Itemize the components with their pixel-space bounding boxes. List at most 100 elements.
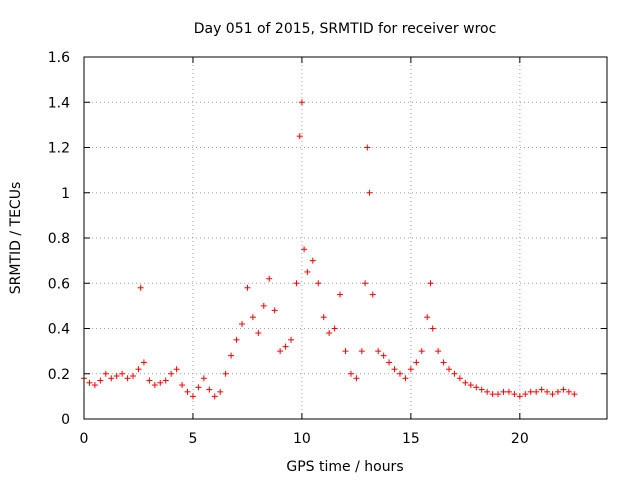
data-point — [113, 373, 120, 380]
data-point — [255, 330, 262, 337]
data-point — [358, 348, 365, 355]
data-point — [396, 370, 403, 377]
data-point — [102, 370, 109, 377]
data-point — [522, 391, 529, 398]
data-point — [86, 379, 93, 386]
data-point — [331, 325, 338, 332]
data-point — [402, 375, 409, 382]
data-point — [162, 377, 169, 384]
data-point — [424, 314, 431, 321]
data-point — [342, 348, 349, 355]
data-point — [353, 375, 360, 382]
y-tick-label: 0 — [61, 412, 70, 428]
data-point — [362, 280, 369, 287]
data-point — [168, 370, 175, 377]
data-point — [364, 144, 371, 151]
data-point — [244, 284, 251, 291]
data-point — [386, 359, 393, 366]
data-point — [157, 379, 164, 386]
y-tick-label: 1.4 — [48, 95, 70, 111]
data-point — [271, 307, 278, 314]
data-point — [511, 391, 518, 398]
grid-lines — [84, 57, 607, 419]
x-axis-label: GPS time / hours — [286, 459, 403, 475]
data-point — [549, 391, 556, 398]
data-point — [320, 314, 327, 321]
data-point — [407, 366, 414, 373]
data-point — [366, 189, 373, 196]
data-point — [249, 314, 256, 321]
data-point — [184, 388, 191, 395]
y-tick-label: 1.6 — [48, 50, 70, 66]
data-point — [97, 377, 104, 384]
data-point — [135, 366, 142, 373]
data-point — [413, 359, 420, 366]
data-point — [560, 386, 567, 393]
data-point — [260, 302, 267, 309]
data-point — [527, 388, 534, 395]
data-point — [500, 388, 507, 395]
data-point — [137, 284, 144, 291]
data-point — [418, 348, 425, 355]
data-point — [429, 325, 436, 332]
data-point — [478, 386, 485, 393]
data-point — [505, 388, 512, 395]
data-point — [119, 370, 126, 377]
data-point — [427, 280, 434, 287]
data-point — [288, 336, 295, 343]
data-point — [124, 375, 131, 382]
x-tick-label: 0 — [80, 431, 89, 447]
data-point — [347, 370, 354, 377]
y-tick-label: 0.2 — [48, 367, 70, 383]
data-point — [456, 375, 463, 382]
data-point — [462, 379, 469, 386]
chart-title: Day 051 of 2015, SRMTID for receiver wro… — [194, 21, 497, 37]
data-point — [337, 291, 344, 298]
x-tick-label: 20 — [511, 431, 529, 447]
data-point — [151, 382, 158, 389]
data-point — [473, 384, 480, 391]
y-tick-label: 1.2 — [48, 141, 70, 157]
data-point — [200, 375, 207, 382]
data-point — [222, 370, 229, 377]
data-point — [309, 257, 316, 264]
data-point — [146, 377, 153, 384]
y-axis-label: SRMTID / TECUs — [8, 182, 24, 295]
data-point — [435, 348, 442, 355]
data-point — [266, 275, 273, 282]
x-tick-label: 5 — [188, 431, 197, 447]
data-point — [391, 366, 398, 373]
y-tick-label: 0.8 — [48, 231, 70, 247]
data-point — [296, 133, 303, 140]
data-point — [233, 336, 240, 343]
data-point — [533, 388, 540, 395]
data-point — [282, 343, 289, 350]
data-point — [315, 280, 322, 287]
data-point — [495, 391, 502, 398]
data-point — [565, 388, 572, 395]
data-point — [206, 386, 213, 393]
data-point — [369, 291, 376, 298]
data-point — [375, 348, 382, 355]
data-point — [571, 391, 578, 398]
data-point — [228, 352, 235, 359]
data-point — [130, 373, 137, 380]
x-tick-label: 10 — [293, 431, 311, 447]
data-point — [108, 375, 115, 382]
data-point — [451, 370, 458, 377]
data-point — [467, 382, 474, 389]
data-point — [140, 359, 147, 366]
data-point — [380, 352, 387, 359]
data-point — [440, 359, 447, 366]
data-point — [446, 366, 453, 373]
data-point — [326, 330, 333, 337]
data-point — [484, 388, 491, 395]
data-point — [293, 280, 300, 287]
data-points — [81, 99, 578, 400]
data-point — [195, 384, 202, 391]
data-point — [301, 246, 308, 253]
plot-frame — [83, 56, 608, 420]
data-point — [189, 393, 196, 400]
data-point — [217, 388, 224, 395]
